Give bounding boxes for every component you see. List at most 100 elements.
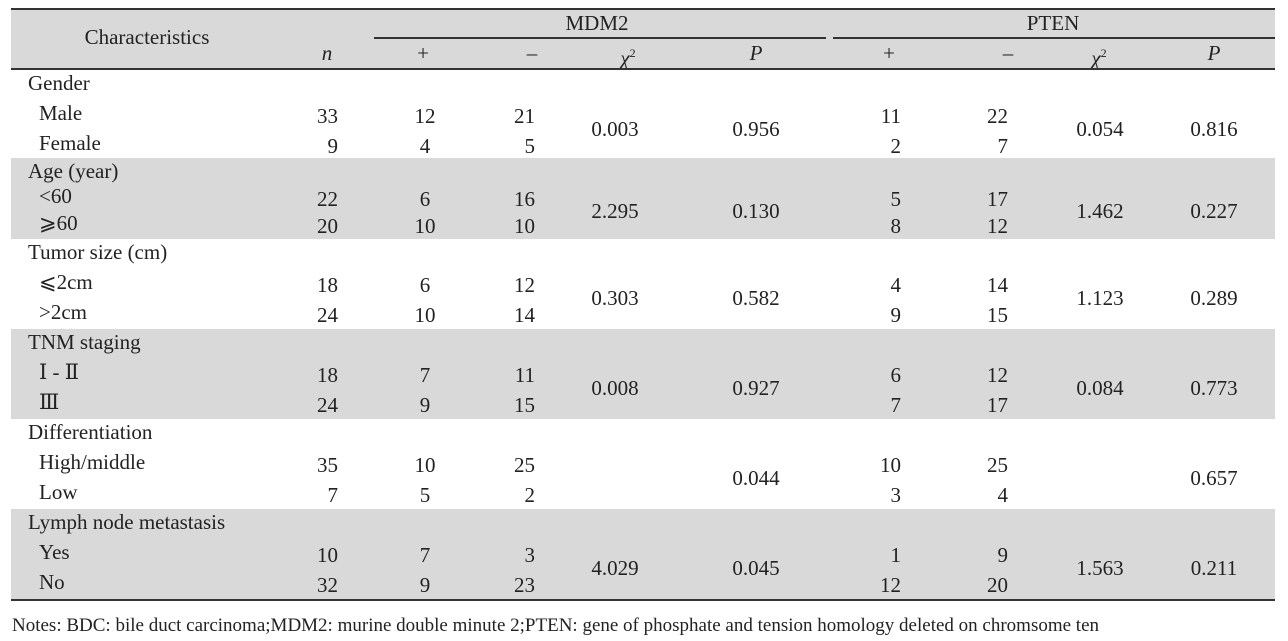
cell-p-chi: 1.462 [1076, 199, 1124, 223]
cell-n: 24 [317, 393, 338, 417]
cell-m-chi: 0.003 [591, 117, 639, 141]
cell-n: 10 [317, 543, 338, 567]
row-label: ⩾60 [39, 211, 78, 235]
row-label: Ⅰ - Ⅱ [39, 360, 80, 384]
cell-m-neg: 16 [514, 187, 535, 211]
cell-m-p: 0.130 [732, 199, 780, 223]
group-shading [11, 509, 1275, 599]
row-label: Ⅲ [39, 390, 60, 414]
row-label: No [39, 570, 65, 594]
cell-m-pos: 12 [414, 104, 436, 128]
group-shading [11, 329, 1275, 419]
cell-m-pos: 6 [419, 273, 431, 297]
cell-p-p: 0.289 [1190, 286, 1238, 310]
data-table: Characteristics n MDM2 PTEN + – χ2 P + –… [11, 8, 1275, 601]
cell-m-neg: 25 [514, 453, 535, 477]
cell-p-neg: 17 [987, 393, 1008, 417]
cell-p-neg: 9 [997, 543, 1009, 567]
cell-m-pos: 5 [419, 483, 431, 507]
cell-m-pos: 7 [419, 363, 431, 387]
cell-m-pos: 10 [414, 303, 436, 327]
cell-p-neg: 15 [987, 303, 1008, 327]
cell-m-neg: 11 [514, 363, 535, 387]
cell-p-pos: 10 [880, 453, 901, 477]
pten-plus-header: + [883, 41, 895, 65]
cell-p-pos: 11 [880, 104, 901, 128]
cell-m-pos: 10 [414, 214, 436, 238]
chi-superscript: 2 [1100, 46, 1107, 60]
cell-n: 20 [317, 214, 338, 238]
cell-p-chi: 1.563 [1076, 556, 1124, 580]
cell-m-pos: 9 [419, 393, 431, 417]
table-notes: Notes: BDC: bile duct carcinoma;MDM2: mu… [12, 615, 1100, 636]
cell-p-pos: 6 [890, 363, 902, 387]
group-title: Tumor size (cm) [28, 240, 168, 264]
cell-m-neg: 3 [524, 543, 536, 567]
cell-m-chi: 4.029 [591, 556, 639, 580]
group-title: Differentiation [28, 420, 153, 444]
group-title: Lymph node metastasis [28, 510, 226, 534]
row-label: Yes [39, 540, 70, 564]
cell-m-neg: 2 [524, 483, 536, 507]
cell-p-pos: 8 [890, 214, 902, 238]
cell-m-pos: 4 [419, 134, 431, 158]
cell-m-p: 0.045 [732, 556, 780, 580]
group-title: TNM staging [28, 330, 141, 354]
cell-m-p: 0.044 [732, 466, 780, 490]
cell-p-neg: 14 [987, 273, 1008, 297]
cell-n: 9 [327, 134, 339, 158]
cell-p-pos: 5 [890, 187, 902, 211]
cell-m-neg: 14 [514, 303, 535, 327]
row-label: Low [39, 480, 78, 504]
cell-m-pos: 7 [419, 543, 431, 567]
group-header-mdm2: MDM2 [565, 11, 629, 35]
cell-p-pos: 3 [890, 483, 902, 507]
cell-p-chi: 1.123 [1076, 286, 1124, 310]
cell-p-pos: 2 [890, 134, 902, 158]
group-shading [11, 158, 1275, 239]
cell-m-neg: 10 [514, 214, 535, 238]
cell-p-neg: 22 [987, 104, 1008, 128]
cell-n: 22 [317, 187, 338, 211]
cell-p-neg: 25 [987, 453, 1008, 477]
cell-m-pos: 6 [419, 187, 431, 211]
cell-n: 35 [317, 453, 338, 477]
cell-p-pos: 12 [880, 573, 901, 597]
cell-n: 18 [317, 273, 338, 297]
cell-p-p: 0.773 [1190, 376, 1238, 400]
group-title: Gender [28, 71, 90, 95]
mdm2-p-header: P [749, 41, 763, 65]
cell-n: 7 [327, 483, 339, 507]
cell-m-p: 0.956 [732, 117, 780, 141]
bottom-rule [11, 599, 1275, 601]
cell-m-neg: 5 [524, 134, 536, 158]
cell-p-neg: 12 [987, 214, 1008, 238]
cell-m-chi: 2.295 [591, 199, 639, 223]
chi-symbol: χ [1091, 46, 1101, 70]
mdm2-plus-header: + [417, 41, 429, 65]
cell-p-p: 0.657 [1190, 466, 1238, 490]
row-label: Male [39, 101, 83, 125]
group-header-pten: PTEN [1026, 11, 1080, 35]
row-label: Female [39, 131, 101, 155]
cell-m-chi: 0.303 [591, 286, 639, 310]
cell-p-pos: 7 [890, 393, 902, 417]
cell-m-p: 0.927 [732, 376, 780, 400]
pten-underline [833, 37, 1275, 39]
cell-p-neg: 12 [987, 363, 1008, 387]
cell-m-neg: 12 [514, 273, 535, 297]
cell-p-chi: 0.054 [1076, 117, 1124, 141]
cell-n: 24 [317, 303, 338, 327]
cell-p-neg: 7 [997, 134, 1009, 158]
cell-p-neg: 17 [987, 187, 1008, 211]
pten-chi-header: χ2 [1091, 41, 1106, 70]
cell-n: 32 [317, 573, 338, 597]
cell-n: 18 [317, 363, 338, 387]
cell-p-p: 0.227 [1190, 199, 1238, 223]
cell-p-p: 0.816 [1190, 117, 1238, 141]
cell-p-p: 0.211 [1190, 556, 1238, 580]
cell-p-chi: 0.084 [1076, 376, 1124, 400]
cell-p-pos: 4 [890, 273, 902, 297]
top-rule [11, 8, 1275, 10]
row-label: <60 [39, 184, 72, 208]
